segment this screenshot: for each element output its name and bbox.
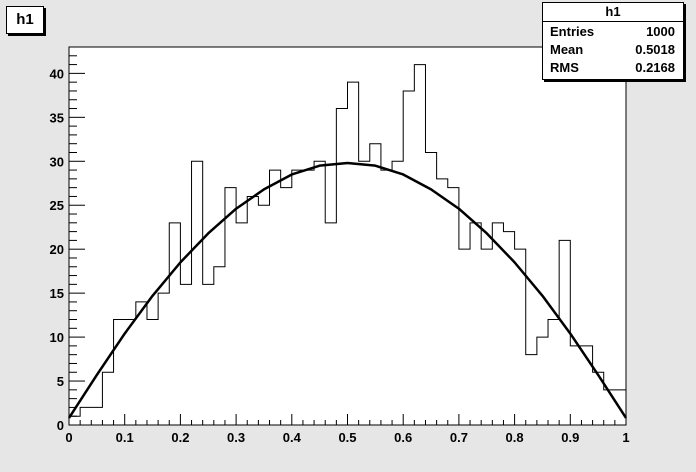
stats-row-mean: Mean 0.5018 — [543, 40, 683, 58]
statistics-box: h1 Entries 1000 Mean 0.5018 RMS 0.2168 — [542, 2, 684, 80]
stats-value: 0.2168 — [635, 60, 675, 75]
stats-label: Mean — [550, 42, 584, 57]
x-tick-label: 0.3 — [227, 430, 245, 445]
histogram-bin — [247, 196, 259, 425]
histogram-bin — [202, 284, 214, 425]
histogram-bin — [280, 187, 292, 425]
histogram-bin — [269, 170, 281, 425]
y-tick-label: 15 — [50, 286, 64, 301]
histogram-bin — [347, 82, 359, 426]
histogram-bin — [470, 222, 482, 425]
histogram-bin — [603, 389, 615, 425]
x-tick-label: 0.6 — [394, 430, 412, 445]
histogram-layer — [68, 64, 627, 426]
histogram-title: h1 — [6, 6, 44, 34]
fit-layer — [67, 161, 628, 419]
histogram-bin — [525, 354, 537, 425]
x-tick-label: 1 — [622, 430, 629, 445]
histogram-bin — [146, 319, 159, 425]
histogram-bin — [336, 108, 348, 425]
stats-value: 1000 — [646, 24, 675, 39]
histogram-bin — [492, 222, 504, 425]
x-tick-label: 0.9 — [561, 430, 579, 445]
stats-value: 0.5018 — [635, 42, 675, 57]
histogram-bin — [135, 301, 147, 425]
y-tick-label: 30 — [50, 154, 64, 169]
y-tick-label: 10 — [50, 330, 64, 345]
histogram-bin — [124, 319, 136, 425]
histogram-bin — [536, 337, 549, 425]
histogram-outline — [68, 64, 627, 425]
histogram-bin — [91, 407, 103, 425]
axes: 0 0.1 0.2 0.3 0.4 0.5 0.6 0.7 0.8 0.9 105101520253… — [50, 46, 630, 445]
x-tick-label: 0.4 — [283, 430, 302, 445]
histogram-bin — [113, 319, 125, 425]
histogram-bin — [403, 90, 415, 425]
histogram-bin — [481, 249, 493, 425]
histogram-bin — [458, 249, 471, 425]
histogram-bin — [80, 407, 92, 425]
histogram-bin — [191, 161, 203, 426]
histogram-bin — [180, 284, 192, 425]
histogram-bin — [102, 372, 114, 425]
histogram-bin — [414, 64, 426, 426]
x-tick-label: 0.7 — [450, 430, 468, 445]
y-tick-label: 20 — [50, 242, 64, 257]
x-tick-label: 0.8 — [506, 430, 524, 445]
histogram-bin — [325, 222, 337, 425]
x-tick-label: 0.5 — [338, 430, 356, 445]
y-tick-label: 35 — [50, 110, 64, 125]
histogram-bin — [213, 266, 225, 425]
histogram-bin — [224, 187, 237, 425]
y-tick-label: 25 — [50, 198, 64, 213]
histogram-bin — [69, 416, 81, 425]
histogram-bin — [169, 222, 181, 425]
histogram-bin — [436, 178, 448, 425]
y-tick-label: 0 — [57, 418, 64, 433]
histogram-bin — [236, 222, 248, 425]
histogram-bin — [548, 319, 560, 425]
stats-label: Entries — [550, 24, 595, 39]
histogram-bin — [392, 161, 404, 426]
histogram-bin — [314, 161, 326, 426]
stats-row-entries: Entries 1000 — [543, 22, 683, 40]
histogram-bin — [503, 231, 515, 425]
stats-label: RMS — [550, 60, 579, 75]
histogram-bin — [559, 240, 571, 425]
histogram-bin — [258, 205, 270, 425]
histogram-bin — [425, 152, 437, 425]
x-tick-label: 0 — [65, 430, 72, 445]
histogram-bin — [581, 345, 593, 425]
stats-row-rms: RMS 0.2168 — [543, 58, 683, 76]
histogram-bin — [514, 249, 526, 425]
histogram-bin — [302, 170, 315, 425]
histogram-bin — [380, 170, 393, 425]
histogram-bin — [570, 345, 582, 425]
fit-curve — [67, 161, 628, 419]
histogram-bin — [369, 143, 381, 425]
y-tick-label: 40 — [50, 66, 64, 81]
histogram-bin — [158, 293, 170, 425]
histogram-bin — [447, 187, 459, 425]
histogram-bin — [291, 170, 303, 425]
histogram-bin — [592, 372, 604, 425]
x-tick-label: 0.1 — [116, 430, 134, 445]
x-tick-label: 0.2 — [171, 430, 189, 445]
y-tick-label: 5 — [57, 374, 64, 389]
statistics-title: h1 — [543, 3, 683, 22]
histogram-bin — [358, 161, 370, 426]
